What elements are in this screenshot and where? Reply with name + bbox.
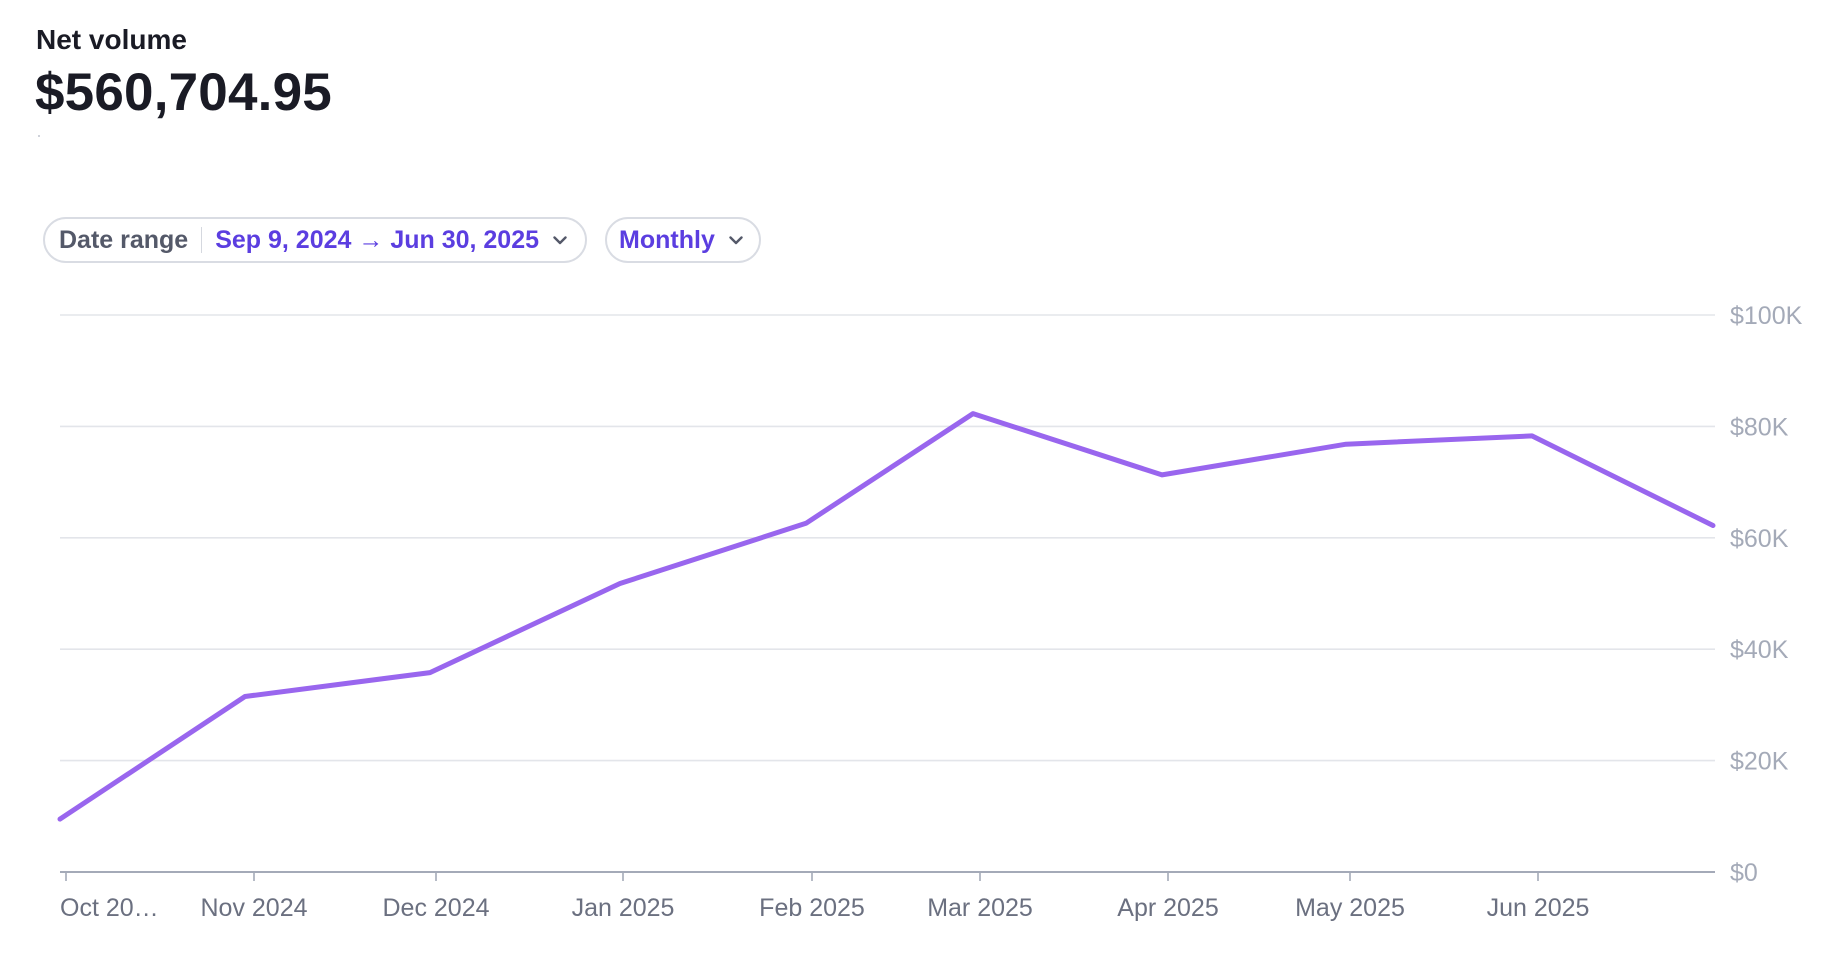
interval-filter[interactable]: Monthly: [605, 217, 761, 263]
y-tick-label: $0: [1730, 859, 1758, 887]
y-tick-label: $80K: [1730, 413, 1789, 441]
x-tick-label: Oct 20…: [60, 894, 159, 922]
y-tick-label: $60K: [1730, 525, 1789, 553]
interval-value: Monthly: [619, 225, 715, 254]
x-tick-label: Apr 2025: [1117, 894, 1218, 922]
chevron-down-icon: [727, 231, 745, 249]
y-tick-label: $20K: [1730, 748, 1789, 776]
x-tick-label: Nov 2024: [200, 894, 307, 922]
x-tick-label: Feb 2025: [759, 894, 865, 922]
filter-divider: [201, 227, 203, 253]
x-tick-label: Jun 2025: [1487, 894, 1590, 922]
metric-label: Net volume: [36, 24, 187, 55]
x-tick-label: May 2025: [1295, 894, 1405, 922]
x-tick-label: Dec 2024: [382, 894, 489, 922]
x-tick-label: Jan 2025: [572, 894, 675, 922]
metric-value: $560,704.95: [35, 63, 332, 122]
decorative-dot: [38, 135, 40, 137]
series-line-net-volume: [57, 411, 1716, 822]
y-tick-label: $100K: [1730, 302, 1803, 330]
filter-bar: Date range Sep 9, 2024 → Jun 30, 2025 Mo…: [43, 217, 761, 263]
date-range-filter[interactable]: Date range Sep 9, 2024 → Jun 30, 2025: [43, 217, 588, 263]
x-tick-label: Mar 2025: [927, 894, 1033, 922]
chevron-down-icon: [551, 231, 569, 249]
y-tick-label: $40K: [1730, 636, 1789, 664]
net-volume-line-chart: $0 $20K $40K $60K $80K $100K Oct 20… Nov 2024 De…: [57, 302, 1803, 922]
date-range-label: Date range: [59, 225, 189, 254]
date-range-value: Sep 9, 2024 → Jun 30, 2025: [215, 225, 540, 254]
